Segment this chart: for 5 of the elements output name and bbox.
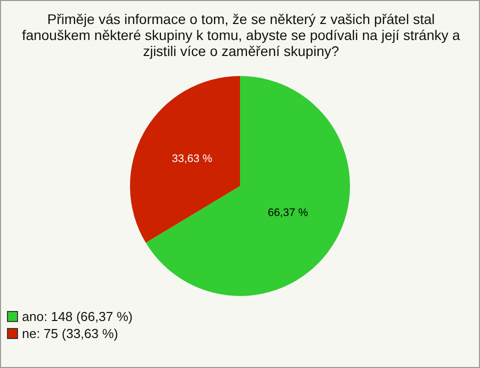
data-label: 66,37 %: [268, 207, 308, 220]
data-label: 33,63 %: [172, 152, 213, 165]
legend-label: ano: 148 (66,37 %): [22, 309, 133, 324]
legend-label: ne: 75 (33,63 %): [22, 326, 118, 341]
chart-title: Přiměje vás informace o tom, že se některý z vašich přátel stal fanouškem některé skupiny k tomu, abyste se podívali na její stránky a zjistili více o zaměření skupiny?: [21, 11, 461, 59]
